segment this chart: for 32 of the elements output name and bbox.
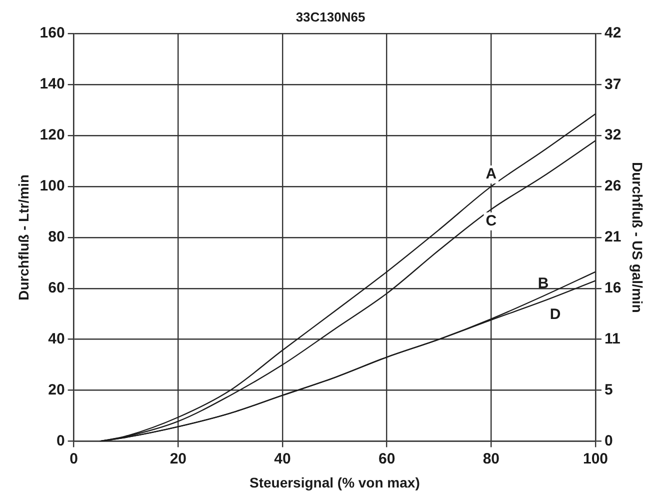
x-tick-label: 60 — [378, 450, 396, 468]
series-label: D — [550, 306, 561, 324]
y2-tick-label: 26 — [604, 178, 622, 195]
y-axis-title: Durchfluß - Ltr/min — [15, 174, 32, 300]
y-tick-label: 20 — [48, 381, 65, 398]
y2-axis-title: Durchfluß - US gal/min — [630, 162, 646, 313]
x-tick-label: 0 — [70, 450, 78, 468]
y-tick-label: 80 — [48, 228, 65, 246]
y-tick-label: 160 — [40, 24, 65, 42]
x-tick-label: 40 — [274, 450, 291, 468]
x-axis-title: Steuersignal (% von max) — [249, 474, 420, 490]
x-tick-label: 80 — [482, 450, 500, 468]
y-tick-label: 120 — [40, 126, 65, 144]
chart-title: 33C130N65 — [296, 9, 366, 24]
y2-tick-label: 5 — [604, 381, 613, 398]
y-tick-label: 40 — [48, 330, 65, 348]
y-tick-label: 0 — [56, 432, 65, 450]
y2-tick-label: 16 — [604, 280, 622, 297]
y-tick-label: 100 — [40, 178, 65, 195]
y-tick-label: 60 — [48, 279, 65, 296]
y2-tick-label: 0 — [604, 432, 613, 450]
y2-tick-label: 21 — [604, 228, 622, 246]
series-label: B — [538, 275, 549, 292]
x-tick-label: 100 — [583, 450, 608, 468]
y2-tick-label: 37 — [604, 76, 622, 93]
x-tick-label: 20 — [170, 450, 187, 468]
y-tick-label: 140 — [40, 76, 65, 93]
series-label: A — [486, 166, 497, 183]
y2-tick-label: 32 — [604, 126, 622, 144]
y2-tick-label: 42 — [604, 24, 622, 42]
series-label: C — [486, 212, 497, 230]
y2-tick-label: 11 — [604, 330, 620, 348]
